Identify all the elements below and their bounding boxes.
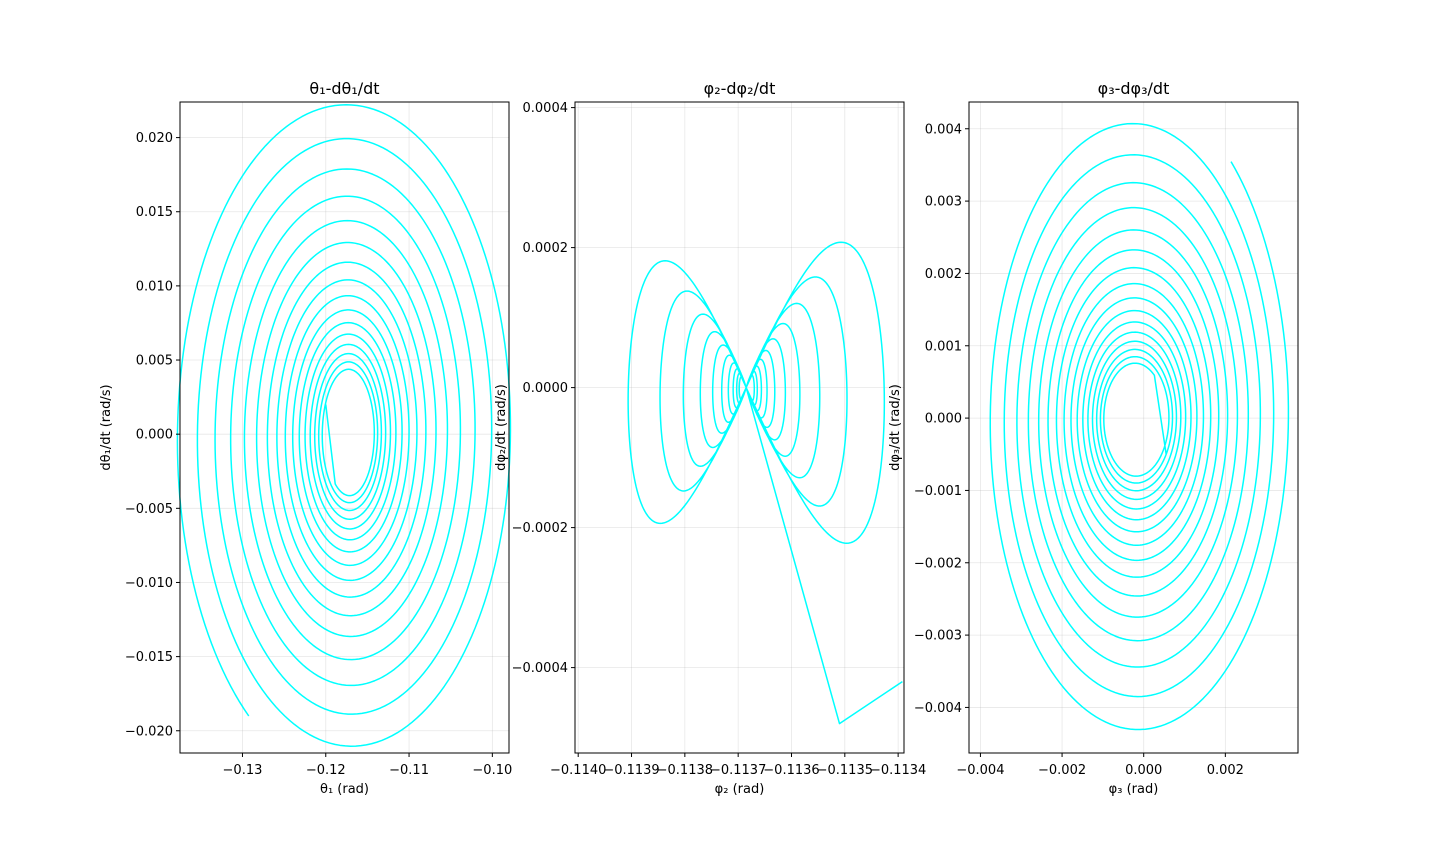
panel-phi2-frame <box>574 101 905 754</box>
panel-phi2-ylabel: dφ₂/dt (rad/s) <box>494 384 509 471</box>
theta1-ytick-label-8: 0.020 <box>136 131 173 146</box>
phi2-ytick-label-1: −0.0002 <box>512 521 568 536</box>
panel-phi3-ylabel: dφ₃/dt (rad/s) <box>888 384 903 471</box>
panel-phi3-trajectory <box>989 122 1290 731</box>
panel-phi2: −0.1140−0.1139−0.1138−0.1137−0.1136−0.11… <box>494 79 926 797</box>
phi3-ytick-label-7: 0.003 <box>925 195 962 210</box>
theta1-ytick-label-0: −0.020 <box>125 724 173 739</box>
panel-phi3-ticks: −0.004 −0.002 0.000 0.002 −0.004 −0.003 −0.002… <box>914 122 1244 778</box>
phi3-ytick-label-2: −0.002 <box>914 556 962 571</box>
panel-theta1-trajectory <box>176 104 512 747</box>
panel-theta1-ylabel: dθ₁/dt (rad/s) <box>99 384 114 470</box>
phi3-ytick-label-5: 0.001 <box>925 339 962 354</box>
phi2-xtick-label-5: −0.1135 <box>817 763 873 778</box>
phi2-xtick-label-2: −0.1138 <box>657 763 713 778</box>
theta1-ytick-label-3: −0.005 <box>125 502 173 517</box>
phi2-ytick-label-0: −0.0004 <box>512 661 568 676</box>
theta1-ytick-label-2: −0.010 <box>125 576 173 591</box>
theta1-xtick-label-2: −0.11 <box>389 763 429 778</box>
theta1-xtick-label-3: −0.10 <box>472 763 512 778</box>
phi2-xtick-label-4: −0.1136 <box>763 763 819 778</box>
phi2-ytick-label-2: 0.0000 <box>523 381 569 396</box>
theta1-ytick-label-5: 0.005 <box>136 354 173 369</box>
phi3-xtick-label-0: −0.004 <box>956 763 1004 778</box>
panel-phi2-trajectory <box>627 241 903 725</box>
phi2-xtick-label-6: −0.1134 <box>870 763 926 778</box>
phi2-ytick-label-4: 0.0004 <box>523 101 569 116</box>
panel-theta1-ticks: −0.13 −0.12 −0.11 −0.10 −0.020 −0.015 −0.010 −0… <box>125 131 512 778</box>
theta1-ytick-label-1: −0.015 <box>125 650 173 665</box>
panel-phi2-ticks: −0.1140−0.1139−0.1138−0.1137−0.1136−0.11… <box>512 101 927 778</box>
theta1-ytick-label-7: 0.015 <box>136 205 173 220</box>
panel-phi2-title: φ₂-dφ₂/dt <box>704 79 776 98</box>
phi3-xtick-label-1: −0.002 <box>1038 763 1086 778</box>
panel-phi2-xlabel: φ₂ (rad) <box>715 782 765 797</box>
phi2-xtick-label-3: −0.1137 <box>710 763 766 778</box>
phi3-xtick-label-3: 0.002 <box>1207 763 1244 778</box>
phi3-ytick-label-1: −0.003 <box>914 629 962 644</box>
panel-theta1-title: θ₁-dθ₁/dt <box>309 79 379 98</box>
panel-phi3-frame <box>968 101 1299 754</box>
phi2-xtick-label-0: −0.1140 <box>550 763 606 778</box>
theta1-xtick-label-0: −0.13 <box>223 763 263 778</box>
panel-phi3-xlabel: φ₃ (rad) <box>1109 782 1159 797</box>
theta1-xtick-label-1: −0.12 <box>306 763 346 778</box>
phi3-ytick-label-8: 0.004 <box>925 122 962 137</box>
phi2-xtick-label-1: −0.1139 <box>603 763 659 778</box>
phi3-ytick-label-4: 0.000 <box>925 412 962 427</box>
theta1-ytick-label-4: 0.000 <box>136 428 173 443</box>
phi3-ytick-label-3: −0.001 <box>914 484 962 499</box>
panel-phi3: −0.004 −0.002 0.000 0.002 −0.004 −0.003 −0.002… <box>888 79 1299 797</box>
phi3-ytick-label-6: 0.002 <box>925 267 962 282</box>
theta1-ytick-label-6: 0.010 <box>136 279 173 294</box>
panel-theta1-frame <box>179 101 510 754</box>
panel-phi3-title: φ₃-dφ₃/dt <box>1098 79 1170 98</box>
phi2-ytick-label-3: 0.0002 <box>523 241 569 256</box>
phi3-xtick-label-2: 0.000 <box>1125 763 1162 778</box>
panel-theta1: −0.13 −0.12 −0.11 −0.10 −0.020 −0.015 −0.010 −0… <box>99 79 512 797</box>
phi3-ytick-label-0: −0.004 <box>914 701 962 716</box>
panel-theta1-xlabel: θ₁ (rad) <box>320 782 369 797</box>
